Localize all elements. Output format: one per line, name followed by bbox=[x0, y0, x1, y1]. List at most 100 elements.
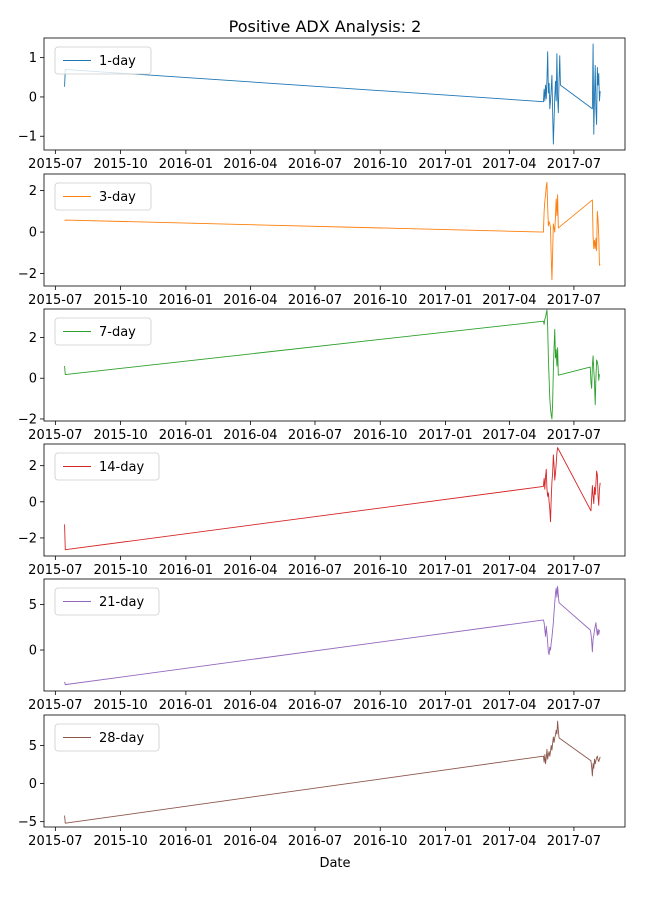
legend-label: 28-day bbox=[99, 731, 144, 746]
x-tick-label: 2017-04 bbox=[482, 563, 536, 578]
x-tick-label: 2017-07 bbox=[547, 563, 601, 578]
axes-frame bbox=[43, 443, 626, 557]
x-tick-label: 2017-01 bbox=[418, 563, 472, 578]
y-tick-label: 0 bbox=[29, 644, 37, 659]
x-tick-label: 2015-07 bbox=[28, 293, 82, 308]
x-tick-label: 2016-01 bbox=[159, 698, 213, 713]
chart-title: Positive ADX Analysis: 2 bbox=[229, 17, 422, 36]
series-line-21-day bbox=[64, 585, 600, 686]
x-tick-label: 2017-04 bbox=[482, 834, 536, 849]
x-tick-label: 2015-10 bbox=[93, 834, 147, 849]
y-tick-label: 5 bbox=[29, 739, 37, 754]
y-tick-label: −2 bbox=[18, 412, 37, 427]
y-tick-label: 5 bbox=[29, 598, 37, 613]
y-tick-label: 0 bbox=[29, 372, 37, 387]
x-tick-label: 2016-07 bbox=[288, 157, 342, 172]
x-tick-label: 2016-07 bbox=[288, 428, 342, 443]
x-tick-label: 2016-07 bbox=[288, 834, 342, 849]
subplots-group: −1 0 1 2015-07 2015-10 2016-01 2016-04 2016-07 2… bbox=[18, 37, 626, 849]
y-tick-label: 0 bbox=[29, 90, 37, 105]
x-tick-label: 2016-01 bbox=[159, 834, 213, 849]
legend-box bbox=[54, 723, 160, 752]
legend-label: 3-day bbox=[99, 190, 136, 205]
axes-frame bbox=[43, 714, 626, 828]
x-tick-label: 2015-07 bbox=[28, 834, 82, 849]
x-axis-label: Date bbox=[319, 856, 350, 871]
x-tick-label: 2017-01 bbox=[418, 293, 472, 308]
x-tick-label: 2016-10 bbox=[353, 563, 407, 578]
legend-box bbox=[54, 46, 152, 75]
subplot-3-day: −2 0 2 2015-07 2015-10 2016-01 2016-04 2016-07 2… bbox=[18, 173, 626, 308]
x-tick-label: 2016-04 bbox=[223, 698, 277, 713]
x-tick-label: 2017-04 bbox=[482, 698, 536, 713]
x-tick-label: 2016-07 bbox=[288, 698, 342, 713]
legend-box bbox=[54, 452, 160, 481]
y-tick-label: −1 bbox=[18, 130, 37, 145]
x-tick-label: 2015-10 bbox=[93, 563, 147, 578]
series-line-28-day bbox=[64, 720, 601, 824]
x-tick-label: 2016-04 bbox=[223, 428, 277, 443]
x-tick-label: 2017-07 bbox=[547, 698, 601, 713]
x-tick-label: 2017-07 bbox=[547, 157, 601, 172]
legend-label: 7-day bbox=[99, 325, 136, 340]
y-tick-label: 0 bbox=[29, 777, 37, 792]
x-tick-label: 2016-04 bbox=[223, 293, 277, 308]
x-tick-label: 2016-04 bbox=[223, 157, 277, 172]
y-tick-label: −5 bbox=[18, 815, 37, 830]
subplot-14-day: −2 0 2 2015-07 2015-10 2016-01 2016-04 2016-07 2… bbox=[18, 443, 626, 578]
axes-frame bbox=[43, 308, 626, 422]
x-tick-label: 2015-10 bbox=[93, 157, 147, 172]
x-tick-label: 2016-10 bbox=[353, 698, 407, 713]
x-tick-label: 2015-10 bbox=[93, 428, 147, 443]
legend-box bbox=[54, 317, 152, 346]
legend-box bbox=[54, 182, 152, 211]
x-tick-label: 2016-07 bbox=[288, 563, 342, 578]
y-tick-label: 1 bbox=[29, 51, 37, 66]
subplot-1-day: −1 0 1 2015-07 2015-10 2016-01 2016-04 2016-07 2… bbox=[18, 37, 626, 172]
y-tick-label: 2 bbox=[29, 459, 37, 474]
legend-box bbox=[54, 587, 160, 616]
x-tick-label: 2017-07 bbox=[547, 834, 601, 849]
x-tick-label: 2017-01 bbox=[418, 157, 472, 172]
x-tick-label: 2016-10 bbox=[353, 428, 407, 443]
y-tick-label: 2 bbox=[29, 184, 37, 199]
series-line-14-day bbox=[64, 447, 601, 551]
legend-label: 21-day bbox=[99, 595, 144, 610]
x-tick-label: 2017-07 bbox=[547, 293, 601, 308]
subplot-28-day: −5 0 5 2015-07 2015-10 2016-01 2016-04 2016-07 2… bbox=[18, 714, 626, 849]
x-tick-label: 2015-10 bbox=[93, 293, 147, 308]
x-tick-label: 2016-07 bbox=[288, 293, 342, 308]
x-tick-label: 2016-01 bbox=[159, 428, 213, 443]
y-tick-label: −2 bbox=[18, 267, 37, 282]
legend-label: 14-day bbox=[99, 460, 144, 475]
x-tick-label: 2017-04 bbox=[482, 293, 536, 308]
axes-frame bbox=[43, 578, 626, 692]
x-tick-label: 2016-01 bbox=[159, 157, 213, 172]
legend-label: 1-day bbox=[99, 54, 136, 69]
y-tick-label: −2 bbox=[18, 531, 37, 546]
y-tick-label: 0 bbox=[29, 226, 37, 241]
x-tick-label: 2016-10 bbox=[353, 293, 407, 308]
x-tick-label: 2015-07 bbox=[28, 563, 82, 578]
x-tick-label: 2016-04 bbox=[223, 563, 277, 578]
x-tick-label: 2017-01 bbox=[418, 428, 472, 443]
x-tick-label: 2016-04 bbox=[223, 834, 277, 849]
y-tick-label: 2 bbox=[29, 331, 37, 346]
x-tick-label: 2015-10 bbox=[93, 698, 147, 713]
axes-frame bbox=[43, 173, 626, 287]
x-tick-label: 2016-01 bbox=[159, 293, 213, 308]
x-tick-label: 2016-10 bbox=[353, 157, 407, 172]
x-tick-label: 2016-01 bbox=[159, 563, 213, 578]
x-tick-label: 2016-10 bbox=[353, 834, 407, 849]
x-tick-label: 2015-07 bbox=[28, 698, 82, 713]
x-tick-label: 2017-01 bbox=[418, 698, 472, 713]
y-tick-label: 0 bbox=[29, 495, 37, 510]
series-line-1-day bbox=[64, 43, 601, 145]
x-tick-label: 2017-01 bbox=[418, 834, 472, 849]
x-tick-label: 2017-04 bbox=[482, 157, 536, 172]
axes-frame bbox=[43, 37, 626, 151]
series-line-7-day bbox=[64, 309, 600, 420]
x-tick-label: 2017-07 bbox=[547, 428, 601, 443]
series-line-3-day bbox=[64, 181, 601, 281]
